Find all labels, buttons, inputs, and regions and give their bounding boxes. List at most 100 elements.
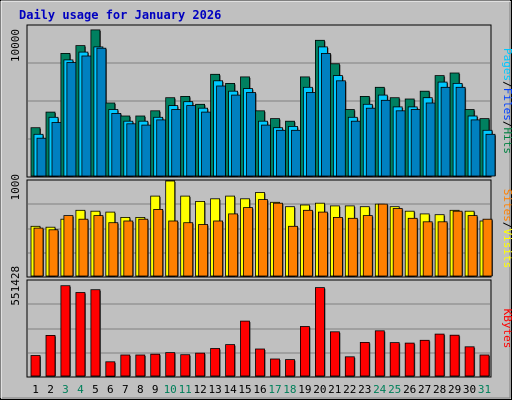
bar-pages-day-8 <box>141 124 152 177</box>
x-tick-day-18: 18 <box>283 383 296 396</box>
bar-kbytes-day-20 <box>314 287 325 377</box>
bar-sites-day-3 <box>63 215 74 277</box>
x-tick-day-5: 5 <box>92 383 99 396</box>
bar-sites-day-25 <box>392 208 403 277</box>
bar-sites-day-18 <box>288 225 298 277</box>
bar-pages-day-17 <box>276 129 286 177</box>
bar-sites-day-28 <box>437 221 448 277</box>
x-tick-day-14: 14 <box>223 383 237 396</box>
x-tick-day-25: 25 <box>388 383 401 396</box>
x-tick-day-10: 10 <box>164 383 177 396</box>
y-tick-label: 551428 <box>9 266 22 306</box>
bar-kbytes-day-30 <box>464 346 475 377</box>
bar-kbytes-day-19 <box>299 326 310 377</box>
bar-sites-day-31 <box>482 218 493 277</box>
bar-sites-day-19 <box>302 209 313 277</box>
bar-kbytes-day-10 <box>165 352 176 377</box>
bar-sites-day-13 <box>213 220 224 277</box>
bar-pages-day-15 <box>246 92 256 177</box>
x-tick-day-22: 22 <box>343 383 356 396</box>
bar-kbytes-day-26 <box>404 342 415 377</box>
legend-entry-pages: Pages <box>501 48 512 81</box>
x-tick-day-27: 27 <box>418 383 431 396</box>
bar-kbytes-day-9 <box>150 353 161 377</box>
legend-separator: / <box>501 81 512 88</box>
x-tick-day-1: 1 <box>32 383 39 396</box>
bar-pages-day-16 <box>261 124 271 177</box>
bar-sites-day-6 <box>108 222 119 277</box>
bar-pages-day-12 <box>201 111 212 177</box>
bar-kbytes-day-16 <box>255 348 265 377</box>
bar-pages-day-4 <box>81 55 92 177</box>
bar-sites-day-22 <box>347 217 358 277</box>
bar-sites-day-11 <box>183 222 194 277</box>
bar-pages-day-26 <box>410 109 421 177</box>
bar-sites-day-8 <box>138 218 149 277</box>
bar-kbytes-day-31 <box>479 354 490 377</box>
legend-entry-hits: Hits <box>501 128 512 155</box>
bar-pages-day-10 <box>171 109 182 177</box>
bar-sites-day-2 <box>48 229 59 277</box>
x-tick-day-29: 29 <box>448 383 461 396</box>
x-tick-day-16: 16 <box>253 383 266 396</box>
bar-sites-day-29 <box>452 210 463 277</box>
panel-1-legend: Pages/Files/Hits <box>501 48 512 154</box>
bar-pages-day-3 <box>66 62 77 177</box>
x-tick-day-26: 26 <box>403 383 416 396</box>
x-tick-day-13: 13 <box>208 383 221 396</box>
bar-sites-day-16 <box>258 199 268 277</box>
bar-pages-day-9 <box>156 119 167 177</box>
bar-pages-day-2 <box>51 122 62 177</box>
y-tick-label: 10000 <box>9 29 22 62</box>
legend-entry-files: Files <box>501 88 512 121</box>
bar-pages-day-27 <box>425 102 436 177</box>
bar-sites-day-20 <box>317 211 328 277</box>
x-tick-day-19: 19 <box>298 383 311 396</box>
x-tick-day-23: 23 <box>358 383 371 396</box>
bar-kbytes-day-28 <box>434 333 445 377</box>
bar-pages-day-20 <box>320 53 331 177</box>
bar-sites-day-24 <box>377 203 388 277</box>
bar-kbytes-day-23 <box>359 341 370 377</box>
bar-sites-day-4 <box>78 218 89 277</box>
bar-sites-day-17 <box>273 202 283 277</box>
bar-sites-day-21 <box>332 216 343 277</box>
bar-pages-day-14 <box>231 94 242 177</box>
x-tick-day-17: 17 <box>268 383 281 396</box>
bar-pages-day-29 <box>455 86 466 177</box>
bar-pages-day-28 <box>440 86 451 177</box>
bar-sites-day-7 <box>123 220 134 277</box>
x-tick-day-24: 24 <box>373 383 387 396</box>
bar-kbytes-day-21 <box>329 331 340 377</box>
bar-kbytes-day-27 <box>419 339 430 377</box>
bar-sites-day-30 <box>467 215 478 277</box>
bar-pages-day-22 <box>350 120 361 177</box>
bar-pages-day-13 <box>216 85 227 177</box>
bar-kbytes-day-11 <box>180 354 191 377</box>
bar-kbytes-day-29 <box>449 334 460 377</box>
bar-pages-day-7 <box>126 123 137 177</box>
bar-pages-day-23 <box>365 107 376 177</box>
bar-kbytes-day-25 <box>389 342 400 377</box>
bar-kbytes-day-4 <box>75 292 86 377</box>
x-tick-day-31: 31 <box>478 383 491 396</box>
bar-pages-day-21 <box>335 80 346 177</box>
x-tick-day-28: 28 <box>433 383 446 396</box>
legend-entry-kbytes: KBytes <box>501 309 512 349</box>
bar-pages-day-31 <box>485 133 496 177</box>
y-tick-label: 1000 <box>9 174 22 201</box>
x-tick-day-15: 15 <box>238 383 251 396</box>
bar-pages-day-24 <box>380 99 391 177</box>
panel-3-legend: KBytes <box>501 309 512 349</box>
bar-sites-day-12 <box>198 224 209 277</box>
bar-sites-day-9 <box>153 208 164 277</box>
legend-entry-sites: Sites <box>501 189 512 222</box>
bar-pages-day-30 <box>470 119 481 177</box>
bar-pages-day-19 <box>305 92 316 177</box>
x-tick-day-7: 7 <box>122 383 129 396</box>
bar-kbytes-day-15 <box>240 320 250 377</box>
bar-kbytes-day-13 <box>210 348 221 377</box>
bar-pages-day-1 <box>36 137 47 177</box>
